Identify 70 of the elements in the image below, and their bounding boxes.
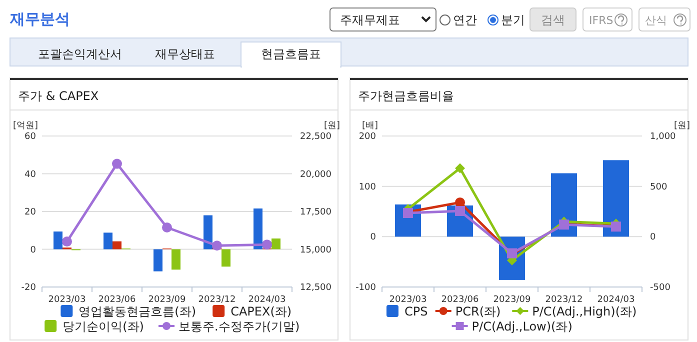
y-tick-label: 40 — [24, 170, 36, 180]
legend-label: CPS — [404, 304, 428, 318]
text: 주재무제표 — [340, 13, 400, 27]
y-tick-label: 0 — [370, 232, 376, 243]
point — [455, 197, 465, 208]
x-tick-label: 2023/03 — [48, 295, 86, 305]
text: 검색 — [541, 13, 565, 27]
y-tick-label: 20 — [24, 208, 36, 218]
text: 재무분석 — [9, 10, 70, 28]
bar — [154, 249, 162, 272]
bar — [603, 160, 629, 237]
legend-label: 영업활동현금흐름(좌) — [78, 304, 196, 318]
y-tick-label: 0 — [30, 245, 36, 256]
legend-label: 보통주.수정주가(기말) — [178, 320, 300, 334]
legend-label: P/C(Adj.,Low)(좌) — [472, 320, 572, 334]
y-tick-label: 60 — [24, 132, 36, 142]
chart-title: 주가현금흐름비율 — [358, 89, 454, 103]
text: 산식 — [645, 14, 667, 27]
x-tick-label: 2023/03 — [389, 295, 427, 305]
text: 포괄손익계산서 — [38, 47, 122, 61]
text: 분기 — [501, 13, 525, 27]
bar — [112, 241, 122, 250]
y2-tick-label: 0 — [650, 232, 656, 243]
y2-tick-label: 1,000 — [650, 132, 676, 142]
y-axis-title: [배] — [362, 121, 378, 131]
x-tick-label: 2023/12 — [545, 295, 583, 305]
point — [62, 236, 72, 247]
point — [455, 163, 465, 174]
y-tick-label: 200 — [358, 132, 376, 142]
y-tick-label: -20 — [21, 283, 36, 293]
text: IFRS — [589, 14, 614, 27]
y2-tick-label: 22,500 — [300, 132, 332, 142]
point — [212, 240, 222, 251]
y2-tick-label: 12,500 — [300, 283, 332, 293]
y2-tick-label: 17,500 — [300, 208, 332, 218]
point — [112, 158, 122, 169]
bar — [104, 232, 112, 250]
bar — [272, 238, 280, 250]
y2-tick-label: 15,000 — [300, 245, 332, 256]
y2-axis-title: [원] — [324, 121, 340, 131]
text: 현금흐름표 — [261, 47, 321, 61]
y2-tick-label: 20,000 — [300, 170, 332, 180]
point — [162, 222, 172, 233]
y2-tick-label: -500 — [650, 283, 671, 293]
y2-tick-label: 500 — [650, 182, 668, 192]
text: 재무상태표 — [155, 47, 215, 61]
x-tick-label: 2023/06 — [98, 295, 136, 305]
x-tick-label: 2023/12 — [198, 295, 236, 305]
x-tick-label: 2023/06 — [441, 295, 479, 305]
text: 연간 — [453, 13, 477, 27]
y-tick-label: 100 — [358, 182, 376, 192]
chart-title: 주가 & CAPEX — [18, 89, 99, 103]
point — [262, 240, 272, 250]
x-tick-label: 2024/03 — [597, 295, 635, 305]
legend-label: 당기순이익(좌) — [62, 320, 144, 334]
x-tick-label: 2024/03 — [248, 295, 286, 305]
bar — [172, 249, 180, 270]
legend-label: PCR(좌) — [455, 304, 501, 318]
bar — [204, 215, 212, 250]
y-axis-title: [억원] — [12, 121, 38, 131]
y-tick-label: -100 — [356, 283, 376, 293]
legend-label: CAPEX(좌) — [230, 304, 292, 318]
legend-label: P/C(Adj.,High)(좌) — [532, 304, 637, 318]
x-tick-label: 2023/09 — [148, 295, 186, 305]
bar — [254, 208, 262, 250]
point — [455, 206, 465, 216]
x-tick-label: 2023/09 — [493, 295, 531, 305]
bar — [222, 249, 230, 267]
bar — [54, 232, 62, 250]
y2-axis-title: [원] — [674, 121, 690, 131]
